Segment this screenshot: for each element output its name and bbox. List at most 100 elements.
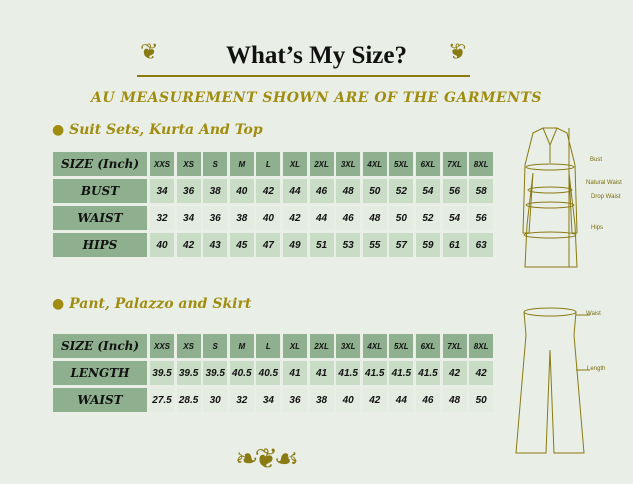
measurement-cell: 48 xyxy=(362,206,387,230)
natural-waist-label: Natural Waist xyxy=(586,180,622,186)
measurement-cell: 41.5 xyxy=(336,361,361,385)
measurement-cell: 63 xyxy=(469,233,494,257)
size-header-cell: XXS xyxy=(150,152,174,176)
size-header-cell: XS xyxy=(176,152,201,176)
size-header-cell: 8XL xyxy=(469,334,494,358)
measurement-cell: 40.5 xyxy=(256,361,281,385)
header-label: SIZE (Inch) xyxy=(53,152,147,176)
measurement-cell: 38 xyxy=(309,388,334,412)
measurement-cell: 40 xyxy=(336,388,361,412)
suit-section-heading: ● Suit Sets, Kurta And Top xyxy=(52,122,263,138)
size-header-cell: 7XL xyxy=(442,334,467,358)
measurement-cell: 39.5 xyxy=(176,361,201,385)
measurement-cell: 56 xyxy=(469,206,494,230)
measurement-cell: 41 xyxy=(282,361,307,385)
measurement-cell: 41.5 xyxy=(415,361,440,385)
size-header-cell: 4XL xyxy=(362,334,387,358)
row-label: BUST xyxy=(53,179,147,203)
kurta-diagram xyxy=(522,127,578,268)
length-label: Length xyxy=(587,366,606,372)
size-header-cell: 3XL xyxy=(336,152,361,176)
measurement-cell: 46 xyxy=(415,388,440,412)
measurement-cell: 52 xyxy=(415,206,440,230)
size-header-cell: 5XL xyxy=(389,334,414,358)
measurement-cell: 27.5 xyxy=(150,388,174,412)
size-header-cell: 4XL xyxy=(362,152,387,176)
table-row: WAIST 32 34 36 38 40 42 44 46 48 50 52 54 56 xyxy=(53,206,496,230)
measurement-cell: 42 xyxy=(256,179,281,203)
measurement-cell: 55 xyxy=(362,233,387,257)
size-header-cell: M xyxy=(229,152,254,176)
measurement-cell: 32 xyxy=(229,388,254,412)
measurement-cell: 56 xyxy=(442,179,467,203)
size-header-cell: L xyxy=(256,334,281,358)
size-header-cell: XXS xyxy=(150,334,174,358)
table-header-row: SIZE (Inch) XXS XS S M L XL 2XL 3XL 4XL 5XL 6XL 7XL 8… xyxy=(53,152,496,176)
measurement-cell: 48 xyxy=(442,388,467,412)
size-header-cell: XL xyxy=(282,334,307,358)
header-label: SIZE (Inch) xyxy=(53,334,147,358)
measurement-cell: 41.5 xyxy=(389,361,414,385)
size-header-cell: M xyxy=(229,334,254,358)
measurement-cell: 42 xyxy=(442,361,467,385)
measurement-cell: 40 xyxy=(150,233,174,257)
measurement-cell: 57 xyxy=(389,233,414,257)
pant-diagram xyxy=(515,307,590,454)
size-header-cell: 6XL xyxy=(415,334,440,358)
size-header-cell: S xyxy=(203,334,228,358)
measurement-cell: 34 xyxy=(176,206,201,230)
size-header-cell: 3XL xyxy=(336,334,361,358)
measurement-cell: 50 xyxy=(362,179,387,203)
measurement-cell: 36 xyxy=(203,206,228,230)
measurement-cell: 46 xyxy=(336,206,361,230)
measurement-cell: 36 xyxy=(176,179,201,203)
hips-label: Hips xyxy=(591,225,604,231)
size-header-cell: 2XL xyxy=(309,334,334,358)
flourish-left-icon: ❦ xyxy=(140,40,159,65)
measurement-cell: 43 xyxy=(203,233,228,257)
measurement-cell: 53 xyxy=(336,233,361,257)
table-row: WAIST 27.5 28.5 30 32 34 36 38 40 42 44 46 48 50 xyxy=(53,388,496,412)
measurement-cell: 40 xyxy=(256,206,281,230)
row-label: LENGTH xyxy=(53,361,147,385)
bottom-flourish-icon: ❧❦☙ xyxy=(235,442,299,475)
table-header-row: SIZE (Inch) XXS XS S M L XL 2XL 3XL 4XL 5XL 6XL 7XL 8… xyxy=(53,334,496,358)
row-label: WAIST xyxy=(53,388,147,412)
size-header-cell: 7XL xyxy=(442,152,467,176)
bust-label: Bust xyxy=(590,157,603,163)
size-header-cell: 5XL xyxy=(389,152,414,176)
measurement-cell: 34 xyxy=(256,388,281,412)
measurement-cell: 49 xyxy=(282,233,307,257)
measurement-cell: 47 xyxy=(256,233,281,257)
measurement-cell: 44 xyxy=(282,179,307,203)
measurement-cell: 51 xyxy=(309,233,334,257)
measurement-cell: 39.5 xyxy=(203,361,228,385)
size-header-cell: 6XL xyxy=(415,152,440,176)
table-row: LENGTH 39.5 39.5 39.5 40.5 40.5 41 41 41.5 41.5 41… xyxy=(53,361,496,385)
measurement-cell: 40 xyxy=(229,179,254,203)
measurement-cell: 61 xyxy=(442,233,467,257)
measurement-cell: 42 xyxy=(469,361,494,385)
measurement-cell: 30 xyxy=(203,388,228,412)
measurement-cell: 44 xyxy=(309,206,334,230)
measurement-cell: 39.5 xyxy=(150,361,174,385)
table-row: BUST 34 36 38 40 42 44 46 48 50 52 54 56 58 xyxy=(53,179,496,203)
pant-size-table: SIZE (Inch) XXS XS S M L XL 2XL 3XL 4XL 5XL 6XL 7XL 8… xyxy=(53,334,496,415)
measurement-cell: 42 xyxy=(282,206,307,230)
measurement-cell: 54 xyxy=(442,206,467,230)
suit-heading-text: Suit Sets, Kurta And Top xyxy=(69,122,263,138)
measurement-cell: 41 xyxy=(309,361,334,385)
drop-waist-label: Drop Waist xyxy=(591,194,621,200)
measurement-cell: 36 xyxy=(282,388,307,412)
row-label: WAIST xyxy=(53,206,147,230)
size-header-cell: L xyxy=(256,152,281,176)
measurement-cell: 48 xyxy=(336,179,361,203)
size-header-cell: 8XL xyxy=(469,152,494,176)
measurement-cell: 34 xyxy=(150,179,174,203)
row-label: HIPS xyxy=(53,233,147,257)
measurement-cell: 32 xyxy=(150,206,174,230)
measurement-cell: 52 xyxy=(389,179,414,203)
page-title: What’s My Size? xyxy=(226,42,407,69)
pant-section-heading: ● Pant, Palazzo and Skirt xyxy=(52,296,252,312)
